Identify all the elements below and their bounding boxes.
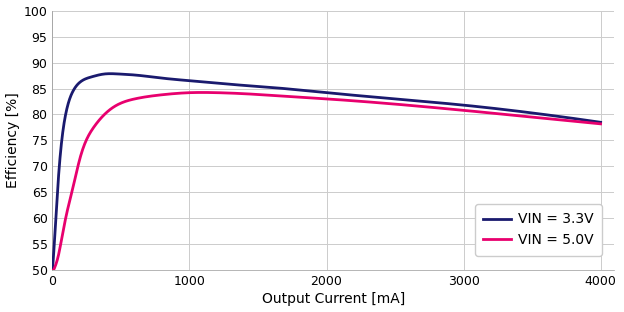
Line: VIN = 3.3V: VIN = 3.3V <box>52 74 600 271</box>
VIN = 3.3V <box>399 98 406 101</box>
VIN = 5.0V <box>399 103 406 107</box>
VIN = 3.3V <box>465 104 472 108</box>
Y-axis label: Efficiency [%]: Efficiency [%] <box>6 93 19 188</box>
VIN = 3.3V <box>82 77 90 80</box>
Legend: VIN = 3.3V, VIN = 5.0V: VIN = 3.3V, VIN = 5.0V <box>475 204 602 256</box>
VIN = 3.3V <box>382 96 389 100</box>
VIN = 5.0V <box>522 115 529 118</box>
VIN = 3.3V <box>522 110 529 114</box>
VIN = 3.3V <box>597 120 604 124</box>
VIN = 5.0V <box>382 101 389 105</box>
VIN = 3.3V <box>49 269 56 272</box>
VIN = 3.3V <box>106 72 114 76</box>
VIN = 5.0V <box>465 109 472 113</box>
X-axis label: Output Current [mA]: Output Current [mA] <box>261 292 405 306</box>
VIN = 5.0V <box>368 100 375 104</box>
VIN = 5.0V <box>49 269 56 272</box>
VIN = 5.0V <box>198 90 206 94</box>
VIN = 3.3V <box>368 95 375 99</box>
VIN = 5.0V <box>82 139 90 143</box>
VIN = 5.0V <box>597 122 604 126</box>
Line: VIN = 5.0V: VIN = 5.0V <box>52 92 600 271</box>
